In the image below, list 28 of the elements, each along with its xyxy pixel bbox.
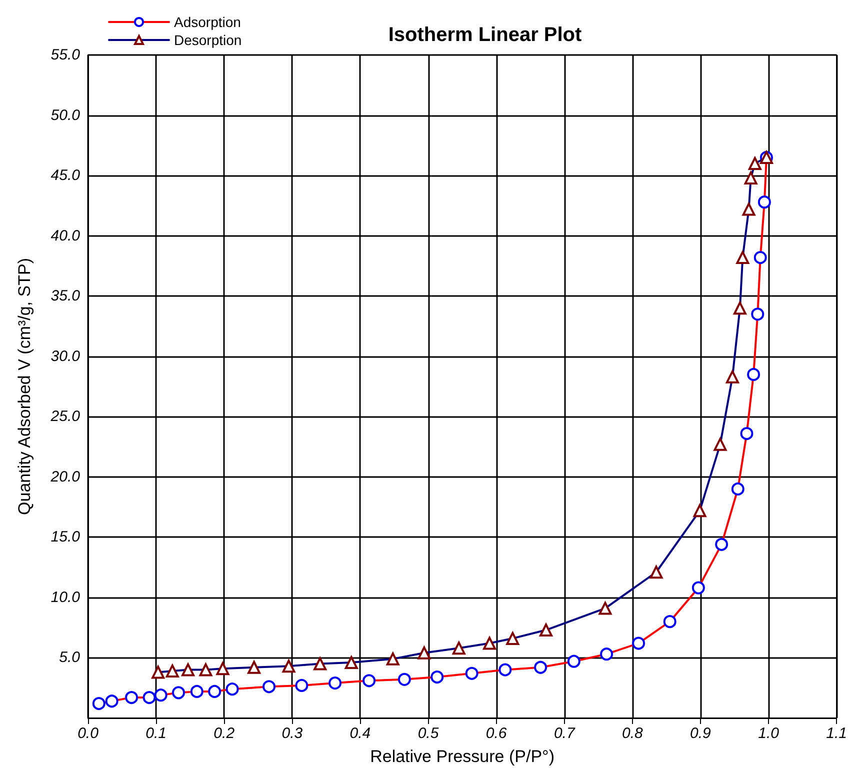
y-tick-label: 35.0 <box>50 288 81 305</box>
legend-label: Adsorption <box>174 14 241 30</box>
y-tick-label: 25.0 <box>50 408 81 426</box>
y-tick-label: 15.0 <box>50 528 81 546</box>
x-tick-label: 0.0 <box>78 725 100 742</box>
x-tick-label: 0.1 <box>146 725 166 742</box>
x-tick-label: 0.2 <box>214 725 236 742</box>
x-tick-label: 0.4 <box>350 725 371 742</box>
x-tick-label: 0.6 <box>486 725 508 742</box>
x-tick-label: 0.7 <box>554 725 576 742</box>
x-axis-title: Relative Pressure (P/P°) <box>370 747 554 766</box>
y-tick-label: 20.0 <box>50 468 81 486</box>
x-tick-label: 0.3 <box>282 725 304 742</box>
y-tick-label: 10.0 <box>50 588 81 606</box>
y-tick-label: 30.0 <box>50 348 81 365</box>
x-tick-label: 1.0 <box>758 725 780 742</box>
y-tick-label: 45.0 <box>50 167 81 184</box>
x-tick-label: 0.9 <box>690 725 712 742</box>
legend-label: Desorption <box>174 32 242 48</box>
x-tick-label: 0.8 <box>622 725 644 742</box>
y-axis-title: Quantity Adsorbed V (cm³/g, STP) <box>15 258 34 515</box>
y-tick-label: 40.0 <box>50 227 81 244</box>
y-tick-label: 5.0 <box>59 649 81 666</box>
x-tick-label: 0.5 <box>418 725 440 742</box>
chart-title: Isotherm Linear Plot <box>388 24 582 46</box>
x-tick-label: 1.1 <box>826 725 848 742</box>
y-tick-label: 55.0 <box>50 46 81 64</box>
y-tick-label: 50.0 <box>50 106 81 124</box>
